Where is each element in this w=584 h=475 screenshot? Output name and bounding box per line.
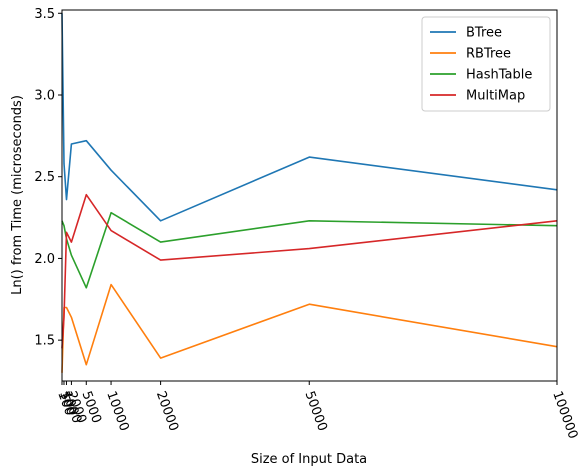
- y-tick-label: 3.0: [34, 88, 55, 103]
- legend-label: MultiMap: [466, 89, 525, 104]
- plot-area: [61, 13, 558, 373]
- legend-label: RBTree: [466, 47, 511, 62]
- series-line-rbtree: [61, 283, 558, 373]
- legend: BTree RBTree HashTable MultiMap: [421, 16, 551, 112]
- y-tick-label: 2.5: [34, 170, 55, 185]
- series-line-multimap: [61, 193, 558, 349]
- y-tick-label: 2.0: [34, 252, 55, 267]
- x-tick-label: 10000: [103, 389, 131, 433]
- y-tick-label: 1.5: [34, 334, 55, 349]
- series-line-btree: [61, 13, 558, 222]
- legend-box: [421, 16, 551, 112]
- y-axis-ticks: 1.5 2.0 2.5 3.0 3.5: [34, 7, 62, 349]
- y-tick-label: 3.5: [34, 7, 55, 22]
- axes-frame: [61, 9, 558, 382]
- series-line-hashtable: [61, 211, 558, 289]
- legend-label: HashTable: [466, 68, 532, 83]
- x-tick-label: 20000: [153, 389, 181, 433]
- x-tick-label: 50000: [301, 389, 329, 433]
- y-axis-label: Ln() from Time (microseconds): [10, 95, 25, 295]
- legend-label: BTree: [466, 26, 502, 41]
- x-axis-label: Size of Input Data: [251, 452, 367, 467]
- x-tick-label: 100000: [549, 389, 580, 441]
